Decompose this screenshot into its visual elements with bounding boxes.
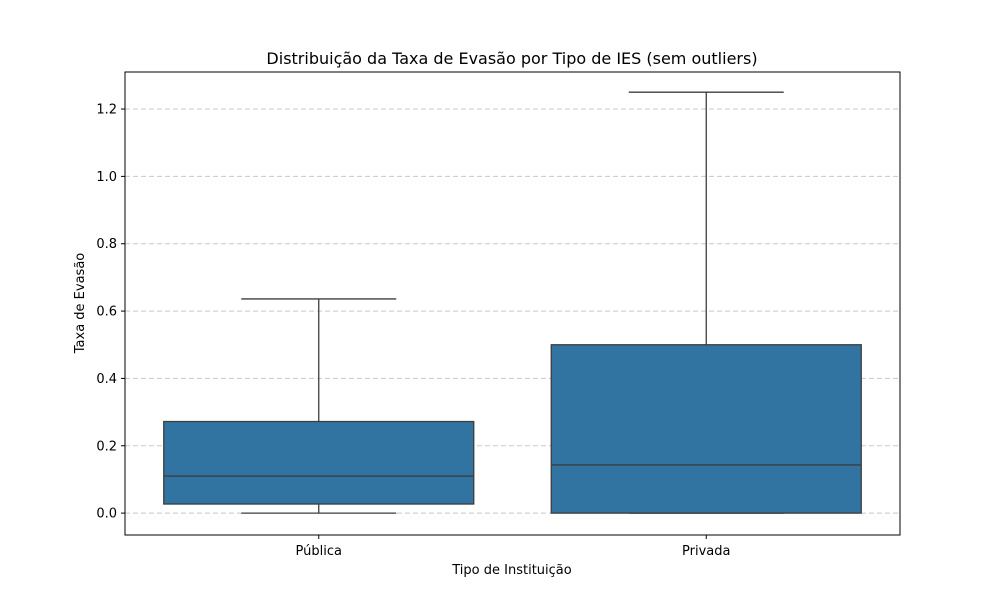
iqr-box bbox=[550, 344, 862, 514]
y-tick-label: 0.0 bbox=[96, 507, 117, 522]
y-tick-label: 0.2 bbox=[96, 439, 117, 454]
y-axis-label: Taxa de Evasão bbox=[73, 253, 88, 355]
chart-title: Distribuição da Taxa de Evasão por Tipo … bbox=[266, 49, 757, 68]
y-tick-label: 1.0 bbox=[96, 170, 117, 185]
y-tick-label: 1.2 bbox=[96, 103, 117, 118]
plot-frame bbox=[124, 71, 901, 536]
box-privada bbox=[550, 91, 862, 514]
y-tick-label: 0.6 bbox=[96, 305, 117, 320]
x-axis-label: Tipo de Instituição bbox=[451, 563, 571, 578]
iqr-box bbox=[163, 420, 475, 505]
box-pública bbox=[163, 298, 475, 514]
y-tick-label: 0.4 bbox=[96, 372, 117, 387]
y-tick-label: 0.8 bbox=[96, 237, 117, 252]
box-layer bbox=[163, 91, 862, 514]
x-tick-label: Pública bbox=[296, 544, 342, 559]
axis-layer: 0.0 0.2 0.4 0.6 0.8 1.0 1.2 Pública Privada bbox=[96, 103, 730, 559]
x-tick-label: Privada bbox=[682, 544, 730, 559]
